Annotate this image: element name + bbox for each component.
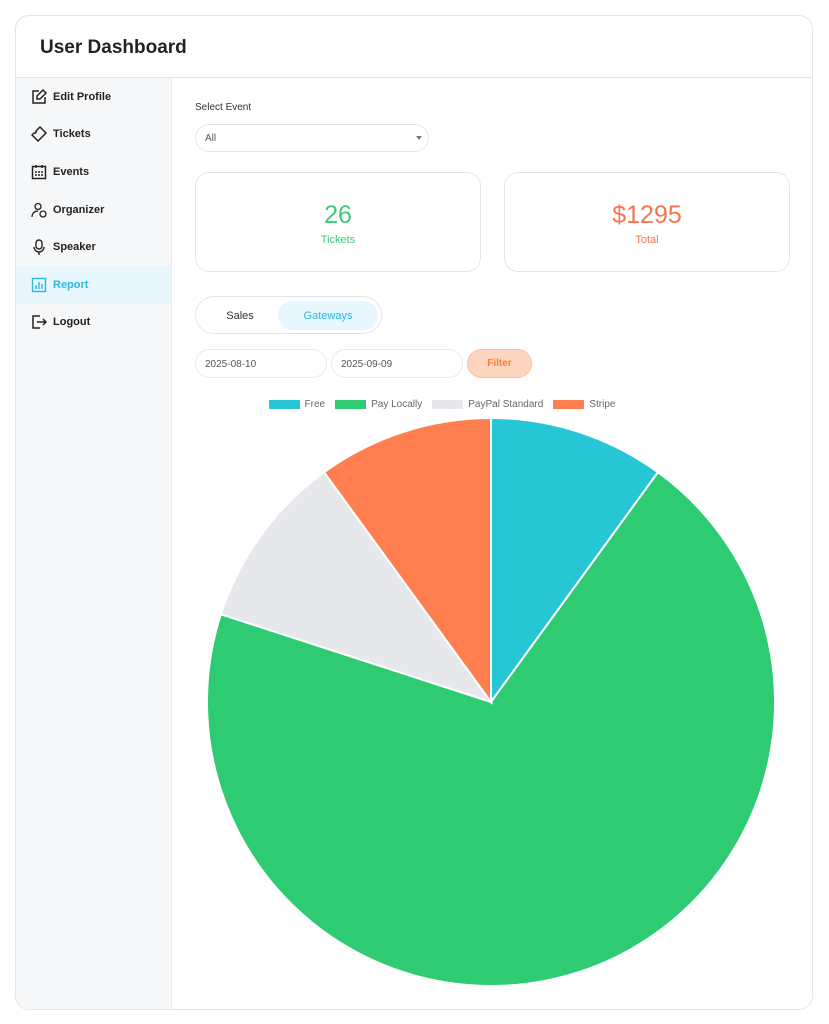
- tab-gateways[interactable]: Gateways: [278, 301, 378, 330]
- chart-legend: Free Pay Locally PayPal Standard Stripe: [172, 399, 812, 410]
- report-tabs: Sales Gateways: [195, 296, 382, 334]
- tab-sales[interactable]: Sales: [226, 309, 254, 322]
- filter-button[interactable]: Filter: [467, 349, 532, 378]
- sidebar: Edit Profile Tickets Events Organizer Sp…: [16, 78, 172, 1009]
- pie-slice-free[interactable]: [490, 416, 660, 706]
- sidebar-item-label: Speaker: [53, 241, 96, 254]
- sidebar-item-edit-profile[interactable]: Edit Profile: [16, 78, 171, 116]
- sidebar-item-label: Events: [53, 165, 90, 178]
- sidebar-item-report[interactable]: Report: [16, 265, 171, 304]
- total-label: Total: [635, 234, 659, 246]
- tickets-count: 26: [324, 201, 352, 229]
- sidebar-item-tickets[interactable]: Tickets: [16, 116, 171, 154]
- legend-label: Free: [304, 399, 326, 410]
- sidebar-item-label: Tickets: [53, 128, 91, 141]
- event-select-value: All: [205, 133, 217, 144]
- legend-item[interactable]: PayPal Standard: [432, 399, 543, 410]
- legend-swatch: [553, 400, 585, 409]
- organizer-icon: [31, 202, 47, 218]
- event-select[interactable]: All: [195, 124, 429, 152]
- start-date-input[interactable]: 2025-08-10: [195, 349, 327, 378]
- tickets-stat-card: 26 Tickets: [195, 172, 481, 272]
- pie-slice-paypal-standard[interactable]: [219, 470, 494, 704]
- calendar-icon: [31, 164, 47, 180]
- sidebar-item-label: Logout: [53, 316, 91, 329]
- sidebar-item-label: Edit Profile: [53, 90, 112, 103]
- pie-slice-pay-locally[interactable]: [206, 470, 776, 987]
- tickets-label: Tickets: [320, 234, 356, 246]
- sidebar-item-organizer[interactable]: Organizer: [16, 191, 171, 229]
- legend-swatch: [268, 400, 300, 409]
- select-event-label: Select Event: [195, 102, 252, 113]
- edit-icon: [32, 88, 47, 104]
- sidebar-item-events[interactable]: Events: [16, 153, 171, 191]
- sidebar-item-label: Organizer: [53, 203, 105, 216]
- sidebar-item-logout[interactable]: Logout: [16, 304, 171, 342]
- total-stat-card: $1295 Total: [504, 172, 790, 272]
- legend-item[interactable]: Free: [268, 399, 326, 410]
- legend-item[interactable]: Pay Locally: [335, 399, 422, 410]
- pie-slice-stripe[interactable]: [322, 416, 492, 706]
- total-amount: $1295: [612, 201, 682, 229]
- ticket-icon: [31, 126, 47, 143]
- logout-icon: [32, 315, 47, 330]
- legend-label: Pay Locally: [371, 399, 423, 410]
- sidebar-item-speaker[interactable]: Speaker: [16, 228, 171, 266]
- page-title: User Dashboard: [16, 16, 812, 78]
- report-icon: [31, 277, 47, 292]
- sidebar-item-label: Report: [53, 278, 89, 291]
- chevron-down-icon: [416, 136, 422, 140]
- legend-swatch: [335, 400, 367, 409]
- report-panel: Select Event All 26 Tickets $1295 Total Sa…: [172, 78, 812, 1009]
- legend-label: PayPal Standard: [468, 399, 544, 410]
- legend-label: Stripe: [589, 399, 616, 410]
- legend-swatch: [432, 400, 464, 409]
- legend-item[interactable]: Stripe: [553, 399, 615, 410]
- end-date-input[interactable]: 2025-09-09: [331, 349, 463, 378]
- microphone-icon: [33, 239, 45, 256]
